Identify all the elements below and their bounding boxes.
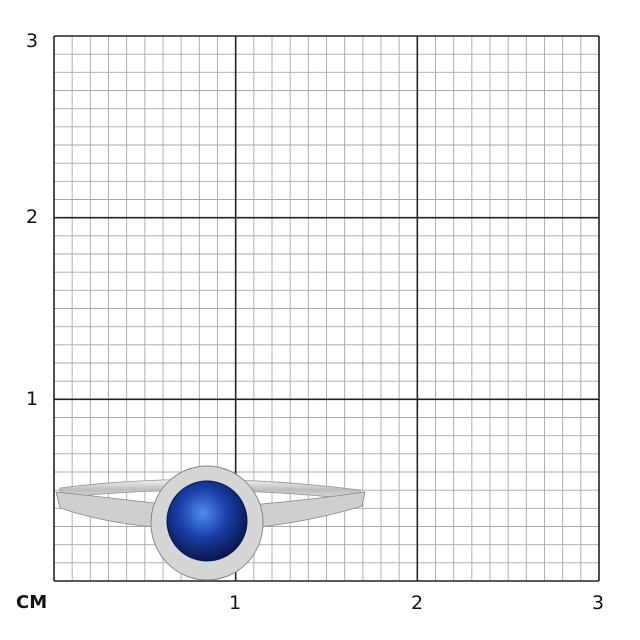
- x-tick-2: 2: [411, 592, 424, 614]
- sapphire-stone: [166, 480, 248, 562]
- y-tick-3: 3: [26, 30, 39, 52]
- ring-image: [55, 465, 366, 581]
- x-tick-3: 3: [592, 592, 605, 614]
- y-tick-2: 2: [26, 206, 39, 228]
- unit-label: CM: [16, 592, 48, 613]
- y-tick-1: 1: [26, 388, 39, 410]
- major-gridlines: [53, 35, 600, 582]
- x-tick-1: 1: [229, 592, 242, 614]
